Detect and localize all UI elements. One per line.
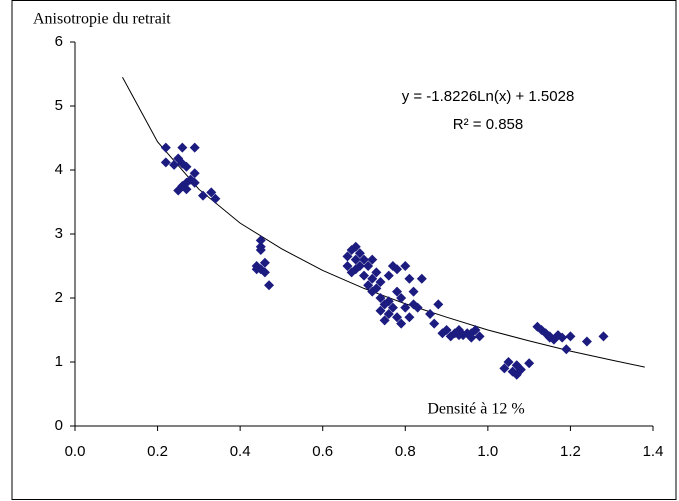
point bbox=[359, 270, 369, 281]
y-tick-label: 4 bbox=[55, 161, 63, 178]
point bbox=[259, 267, 270, 278]
y-tick-label: 2 bbox=[55, 289, 63, 306]
point bbox=[429, 318, 440, 329]
point bbox=[416, 273, 427, 284]
point bbox=[581, 336, 592, 347]
point bbox=[189, 168, 200, 179]
frame bbox=[11, 0, 677, 500]
x-tick-label: 0.0 bbox=[65, 443, 86, 460]
point bbox=[383, 296, 394, 307]
point bbox=[251, 264, 262, 275]
point bbox=[354, 248, 365, 259]
point bbox=[396, 318, 407, 329]
point bbox=[425, 309, 436, 319]
chart-title: Anisotropie du retrait bbox=[33, 11, 171, 28]
point bbox=[404, 312, 415, 323]
trend-equation: y = -1.8226Ln(x) + 1.5028 bbox=[402, 88, 575, 105]
point bbox=[259, 257, 270, 268]
point bbox=[524, 358, 535, 369]
point bbox=[181, 184, 192, 195]
point bbox=[474, 331, 485, 342]
point bbox=[499, 363, 510, 374]
y-tick-label: 0 bbox=[55, 417, 63, 434]
point bbox=[383, 270, 394, 281]
point bbox=[189, 177, 200, 188]
point bbox=[350, 254, 361, 265]
point bbox=[392, 286, 403, 297]
point bbox=[396, 293, 407, 303]
point bbox=[206, 187, 217, 198]
point bbox=[367, 273, 378, 284]
point bbox=[557, 332, 568, 343]
point bbox=[371, 283, 382, 294]
point bbox=[359, 254, 369, 265]
point bbox=[255, 235, 266, 246]
y-tick-label: 6 bbox=[55, 33, 63, 50]
point bbox=[453, 330, 464, 341]
x-tick-label: 0.4 bbox=[230, 443, 251, 460]
density-note: Densité à 12 % bbox=[427, 401, 524, 418]
point bbox=[350, 264, 361, 275]
point bbox=[375, 305, 386, 316]
x-tick-label: 1.2 bbox=[560, 443, 581, 460]
r-squared: R² = 0.858 bbox=[453, 116, 523, 133]
point bbox=[210, 193, 221, 204]
point bbox=[404, 273, 415, 284]
point bbox=[160, 157, 171, 168]
x-tick-label: 1.0 bbox=[477, 443, 498, 460]
point bbox=[264, 280, 275, 291]
point bbox=[400, 261, 411, 271]
x-tick-label: 0.2 bbox=[147, 443, 168, 460]
point bbox=[367, 254, 378, 265]
point bbox=[400, 302, 411, 313]
point bbox=[342, 261, 353, 271]
point bbox=[466, 328, 477, 339]
point bbox=[375, 277, 386, 287]
point bbox=[363, 261, 374, 271]
point bbox=[565, 331, 576, 342]
point bbox=[392, 264, 403, 275]
point bbox=[383, 309, 394, 319]
point bbox=[177, 142, 188, 153]
point bbox=[363, 280, 374, 291]
point bbox=[412, 302, 423, 313]
point bbox=[169, 159, 180, 170]
point bbox=[379, 315, 390, 326]
x-tick-label: 0.8 bbox=[395, 443, 416, 460]
point bbox=[441, 325, 452, 335]
point bbox=[375, 293, 386, 303]
point bbox=[515, 364, 526, 375]
point bbox=[433, 299, 444, 310]
point bbox=[598, 331, 609, 342]
point bbox=[387, 302, 398, 313]
point bbox=[371, 267, 382, 278]
point bbox=[408, 286, 419, 297]
point bbox=[392, 312, 403, 323]
y-tick-label: 3 bbox=[55, 225, 63, 242]
point bbox=[255, 245, 266, 255]
point bbox=[197, 190, 208, 201]
point bbox=[342, 251, 353, 262]
x-tick-label: 0.6 bbox=[312, 443, 333, 460]
point bbox=[160, 142, 171, 153]
x-tick-label: 1.4 bbox=[643, 443, 664, 460]
point bbox=[181, 161, 192, 172]
point bbox=[350, 241, 361, 252]
point bbox=[561, 344, 572, 355]
point bbox=[544, 332, 555, 343]
point bbox=[503, 357, 514, 367]
y-tick-label: 5 bbox=[55, 97, 63, 114]
y-tick-label: 1 bbox=[55, 353, 63, 370]
point bbox=[189, 142, 200, 153]
